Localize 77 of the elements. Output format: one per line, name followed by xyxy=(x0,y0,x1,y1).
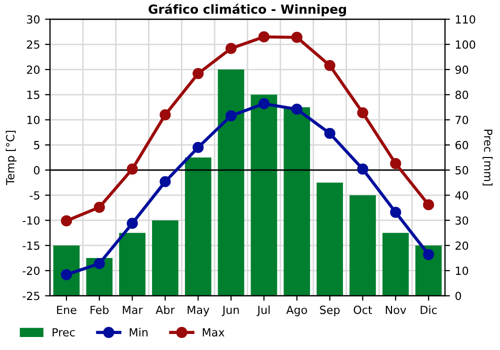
y-tick-label: -5 xyxy=(30,191,40,200)
bar xyxy=(316,182,343,296)
x-tick-label: Oct xyxy=(354,306,372,314)
x-tick-label: Sep xyxy=(320,306,340,316)
legend-label: Min xyxy=(130,328,148,336)
point xyxy=(192,68,204,80)
point xyxy=(225,110,237,122)
y2-axis-title: Prec [mm] xyxy=(482,130,493,186)
y-tick-label: -15 xyxy=(22,242,40,250)
point xyxy=(94,202,105,213)
y-tick-label: -20 xyxy=(22,266,40,275)
point xyxy=(258,98,270,110)
y-tick-label: 5 xyxy=(34,141,40,150)
y2-tick-label: 100 xyxy=(456,40,476,49)
point xyxy=(390,206,402,218)
point xyxy=(291,32,302,43)
x-tick-label: Ago xyxy=(286,306,307,316)
y-tick-label: -25 xyxy=(22,292,40,300)
y2-tick-label: 70 xyxy=(456,116,468,124)
y2-tick-label: 40 xyxy=(455,191,468,200)
bar xyxy=(53,245,80,296)
x-tick-label: Jun xyxy=(222,306,239,316)
point xyxy=(126,164,138,175)
y2-tick-label: 80 xyxy=(455,90,468,100)
y-tick-label: 20 xyxy=(26,66,40,74)
bar xyxy=(119,232,146,296)
x-tick-label: Ene xyxy=(57,306,76,314)
y2-tick-label: 60 xyxy=(456,140,468,150)
y2-tick-label: 0 xyxy=(455,292,462,300)
bar xyxy=(382,232,409,296)
y2-tick-label: 110 xyxy=(456,15,476,24)
point xyxy=(291,104,302,115)
point xyxy=(94,258,105,270)
point xyxy=(324,60,336,72)
point xyxy=(422,199,434,210)
y2-tick-label: 10 xyxy=(456,266,468,275)
point xyxy=(390,158,402,170)
x-tick-label: Nov xyxy=(386,306,406,314)
point xyxy=(60,215,72,226)
point xyxy=(225,42,237,54)
x-tick-label: Abr xyxy=(156,305,175,314)
bar xyxy=(184,158,212,296)
point xyxy=(258,31,270,42)
y2-tick-label: 50 xyxy=(456,166,468,174)
bar xyxy=(284,107,310,296)
x-tick-label: Mar xyxy=(122,306,143,314)
bar xyxy=(350,195,376,296)
point xyxy=(60,269,72,280)
point xyxy=(126,218,138,229)
bar xyxy=(218,70,244,296)
y-tick-label: 15 xyxy=(27,90,40,100)
bar xyxy=(152,220,178,296)
y-axis-title: Temp [°C] xyxy=(6,130,17,186)
legend-label: Max xyxy=(202,328,224,336)
y2-tick-label: 30 xyxy=(456,216,468,225)
y-tick-label: 0 xyxy=(34,166,40,174)
y-tick-label: 10 xyxy=(27,116,40,124)
point xyxy=(422,248,434,260)
legend-label: Prec xyxy=(52,328,75,336)
point xyxy=(192,142,204,153)
bar xyxy=(415,245,442,296)
chart-title: Gráfico climático - Winnipeg xyxy=(148,4,346,16)
x-tick-label: Jul xyxy=(256,305,270,316)
x-tick-label: Feb xyxy=(90,305,109,314)
y2-tick-label: 20 xyxy=(456,241,468,250)
point xyxy=(357,107,368,118)
point xyxy=(357,164,368,175)
y-tick-label: -10 xyxy=(22,216,40,225)
point xyxy=(160,176,171,188)
bar xyxy=(250,94,278,296)
x-tick-label: May xyxy=(188,306,210,316)
point xyxy=(160,109,171,120)
y2-tick-label: 90 xyxy=(455,66,468,74)
point xyxy=(324,128,336,139)
y-tick-label: 30 xyxy=(26,15,40,24)
y-tick-label: 25 xyxy=(26,40,40,49)
x-tick-label: Dic xyxy=(420,305,437,314)
